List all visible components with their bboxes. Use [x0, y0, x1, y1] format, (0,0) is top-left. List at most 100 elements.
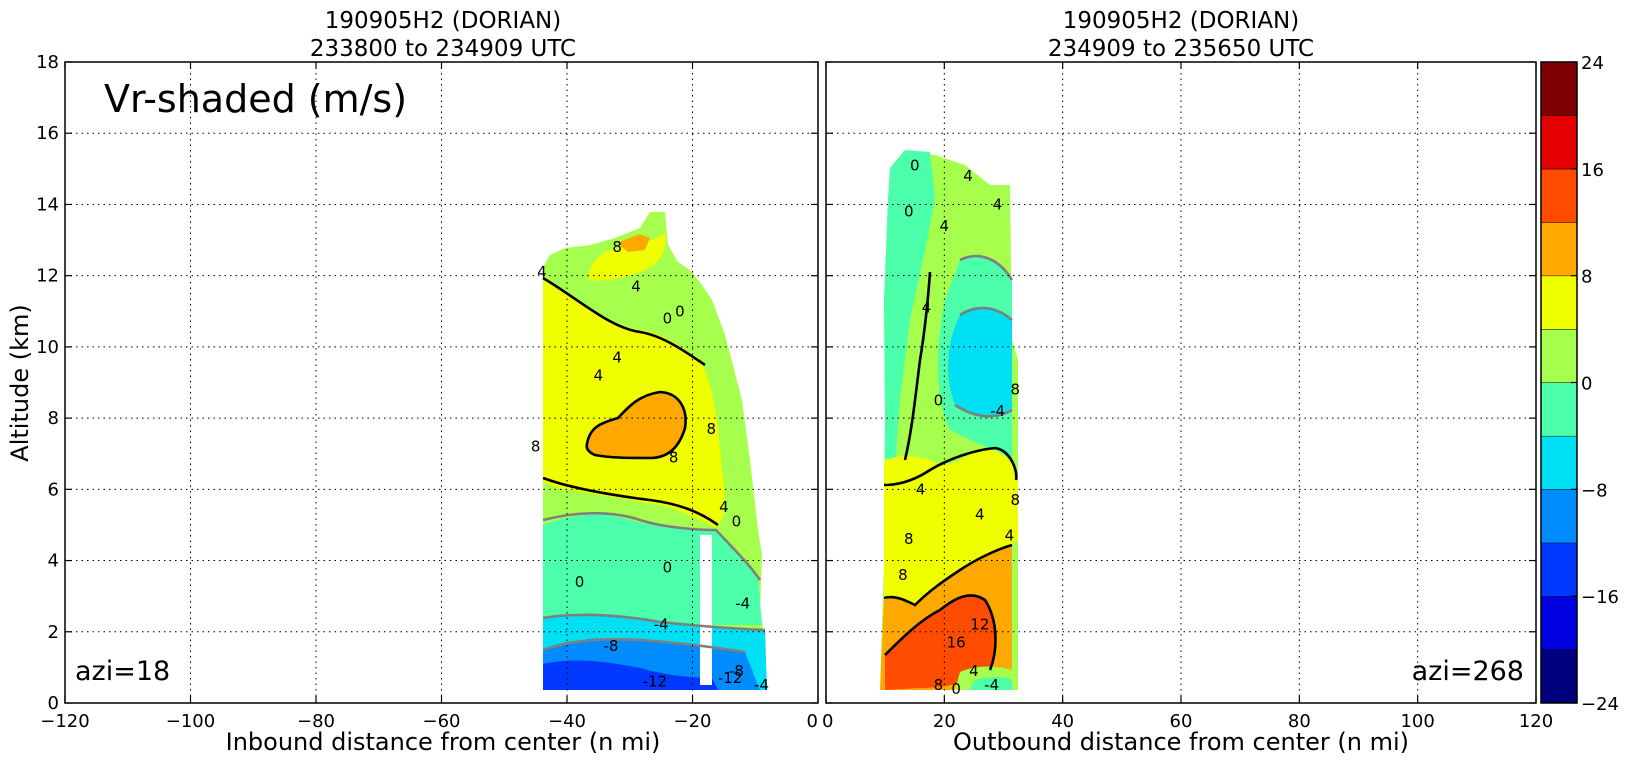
contour-label: 0: [951, 680, 961, 698]
x-tick-label: −40: [548, 711, 586, 732]
x-tick-label: 20: [933, 711, 956, 732]
contour-label: -8: [729, 662, 744, 680]
contour-label: 4: [631, 277, 641, 295]
right-azimuth-label: azi=268: [1412, 656, 1524, 687]
left-title-line1: 190905H2 (DORIAN): [325, 8, 562, 34]
left-contour-4-line: [542, 276, 706, 367]
colorbar-tick-label: 24: [1581, 53, 1604, 74]
contour-label: 8: [898, 566, 908, 584]
contour-label: 4: [612, 349, 622, 367]
x-tick-label: −20: [674, 711, 712, 732]
colorbar-segment: [1541, 62, 1577, 116]
contour-label: 4: [719, 498, 729, 516]
contour-label: 0: [663, 309, 673, 327]
x-tick-label: −80: [297, 711, 335, 732]
contour-label: 8: [612, 238, 622, 256]
y-tick-label: 0: [48, 693, 59, 714]
contour-label: 4: [975, 505, 985, 523]
left-region-8-12: [586, 392, 686, 458]
contour-label: 0: [575, 573, 585, 591]
right-contour-4-upper: [903, 271, 932, 461]
x-tick-label: 120: [1519, 711, 1553, 732]
left-velocity-field: [542, 212, 767, 690]
right-x-axis-label: Outbound distance from center (n mi): [953, 728, 1409, 756]
colorbar-segment: [1541, 275, 1577, 330]
x-tick-label: −100: [166, 711, 215, 732]
left-contour-m4: [542, 613, 766, 632]
shaded-variable-label: Vr-shaded (m/s): [104, 77, 407, 121]
right-ticks: 0 20 40 60 80 100 120: [822, 61, 1553, 732]
colorbar-segment: [1541, 329, 1577, 383]
colorbar-tick-label: 8: [1581, 267, 1592, 288]
contour-label: 8: [1011, 381, 1021, 399]
contour-label: 8: [707, 420, 717, 438]
contour-label: 0: [663, 559, 673, 577]
contour-label: 4: [1005, 527, 1015, 545]
left-data-gap: [700, 535, 712, 685]
right-region-0-m4-left: [884, 150, 935, 500]
left-x-axis-label: Inbound distance from center (n mi): [226, 728, 661, 756]
y-tick-label: 4: [48, 551, 59, 572]
contour-label: 8: [934, 676, 944, 694]
contour-label: 4: [922, 299, 932, 317]
contour-label: 4: [969, 662, 979, 680]
contour-label: -4: [735, 594, 750, 612]
left-azimuth-label: azi=18: [75, 656, 170, 687]
left-contour-8-blob: [585, 390, 687, 460]
contour-label: 4: [594, 366, 604, 384]
contour-label: 12: [970, 616, 989, 634]
left-region-m12-m16: [543, 660, 718, 690]
right-grid: [826, 62, 1536, 703]
contour-label: 4: [940, 217, 950, 235]
colorbar-segment: [1541, 115, 1577, 169]
left-contour-0-gray: [542, 511, 762, 581]
y-tick-label: 16: [36, 123, 59, 144]
colorbar-segment: [1541, 382, 1577, 436]
contour-label: 0: [675, 302, 685, 320]
colorbar-segment: [1541, 435, 1577, 490]
colorbar-segment: [1541, 168, 1577, 223]
y-tick-label: 12: [36, 266, 59, 287]
contour-label: 8: [904, 530, 914, 548]
left-contour-m8: [542, 638, 746, 654]
y-tick-label: 18: [36, 52, 59, 73]
contour-label: -4: [754, 676, 769, 694]
x-tick-label: 40: [1051, 711, 1074, 732]
x-tick-label: −60: [423, 711, 461, 732]
contour-label: 0: [910, 156, 920, 174]
contour-label: 4: [993, 195, 1003, 213]
right-region-m4-m8: [948, 308, 1012, 417]
colorbar-segment: [1541, 222, 1577, 276]
right-contour-m4: [954, 306, 1013, 418]
y-tick-label: 8: [48, 408, 59, 429]
contour-label: 0: [934, 391, 944, 409]
colorbar-segment: [1541, 649, 1577, 703]
right-contour-0-gray: [959, 254, 1014, 281]
y-tick-label: 10: [36, 337, 59, 358]
contour-label: 0: [732, 512, 742, 530]
y-tick-label: 14: [36, 194, 59, 215]
contour-label: 16: [947, 633, 966, 651]
left-grid: [65, 62, 818, 703]
x-tick-label: 0: [807, 711, 818, 732]
contour-label: -4: [984, 676, 999, 694]
colorbar-tick-label: −16: [1581, 587, 1619, 608]
right-contour-4-lower: [883, 446, 1018, 487]
contour-label: 8: [531, 438, 541, 456]
contour-label: -8: [603, 637, 618, 655]
contour-label: 4: [537, 263, 547, 281]
y-tick-label: 6: [48, 479, 59, 500]
left-title-line2: 233800 to 234909 UTC: [310, 36, 576, 62]
colorbar-tick-label: −24: [1581, 694, 1619, 715]
colorbar-tick-label: −8: [1581, 480, 1608, 501]
right-region-12-16: [885, 595, 996, 690]
right-title-line2: 234909 to 235650 UTC: [1048, 36, 1314, 62]
colorbar-segment: [1541, 596, 1577, 650]
x-tick-label: 100: [1400, 711, 1434, 732]
contour-label: -4: [990, 402, 1005, 420]
right-contour-8: [883, 543, 1013, 607]
